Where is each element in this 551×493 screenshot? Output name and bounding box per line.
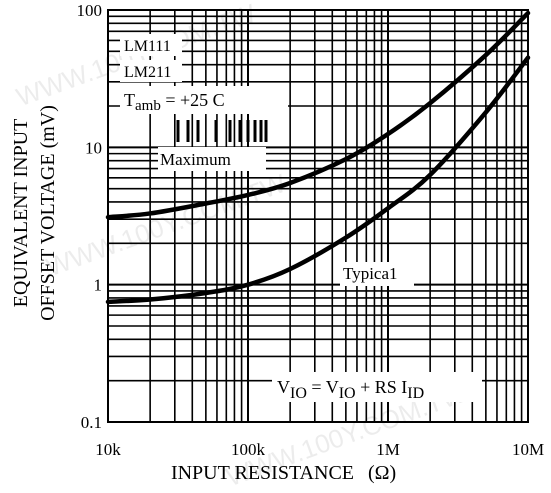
y-axis-title-line2: OFFSET VOLTAGE (mV) (37, 105, 59, 321)
x-tick-label: 10M (512, 440, 544, 459)
label-box-lm111 (120, 34, 182, 56)
formula-label: VIO = VIO + RS IID (277, 377, 424, 402)
legend-lm211: LM211 (124, 64, 171, 81)
x-axis-unit: (Ω) (368, 462, 396, 484)
legend-lm111: LM111 (124, 38, 171, 55)
tick-labels: 10k 100k 1M 10M 100 10 1 0.1 (77, 1, 545, 459)
tick-mark-row (176, 120, 268, 142)
formula-v1: V (277, 377, 290, 397)
label-box-typical (340, 262, 414, 286)
x-axis-title: INPUT RESISTANCE (171, 462, 354, 484)
formula-s3: ID (407, 385, 424, 402)
formula-s2: IO (339, 385, 356, 402)
x-tick-label: 1M (376, 440, 400, 459)
label-box-formula (272, 372, 482, 402)
series-label-typical: Typica1 (343, 264, 398, 283)
formula-plus: + RS I (356, 377, 408, 397)
x-tick-label: 100k (231, 440, 266, 459)
plot-frame (107, 9, 529, 423)
condition-value: = +25 C (161, 90, 225, 110)
x-tick-label: 10k (95, 440, 121, 459)
y-tick-label: 100 (77, 1, 103, 20)
formula-v2: V (326, 377, 339, 397)
label-box-condition (120, 86, 288, 114)
condition-label: Tamb = +25 C (124, 90, 225, 114)
chart-grid (107, 10, 528, 423)
series-line-typical (105, 55, 531, 305)
formula-eq: = (307, 377, 326, 397)
series-line-maximum (105, 10, 531, 220)
y-tick-label: 1 (94, 276, 103, 295)
label-box-maximum (158, 147, 266, 171)
series-label-maximum: Maximum (160, 150, 231, 169)
condition-sub: amb (135, 98, 161, 114)
y-tick-label: 0.1 (81, 413, 102, 432)
chart-curves (105, 10, 531, 305)
label-box-lm211 (120, 60, 182, 82)
y-tick-label: 10 (85, 138, 102, 157)
condition-prefix: T (124, 90, 135, 110)
formula-s1: IO (290, 385, 307, 402)
y-axis-title-line1: EQUIVALENT INPUT (10, 119, 32, 308)
